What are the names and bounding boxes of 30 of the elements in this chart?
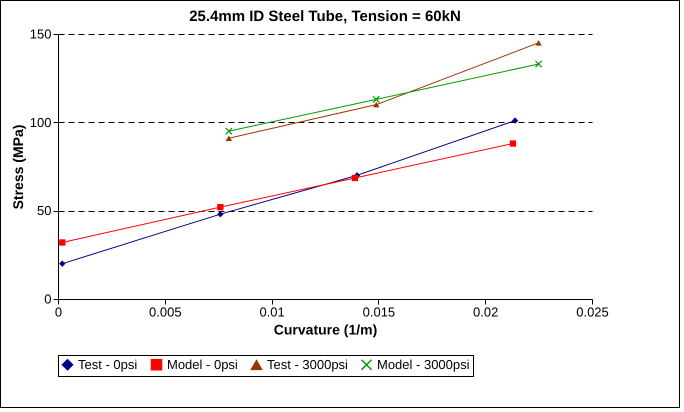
point: [373, 102, 380, 108]
legend-label: Test - 0psi: [78, 356, 138, 372]
point: [372, 96, 380, 104]
point: [59, 260, 66, 267]
point: [217, 204, 224, 210]
point: [510, 140, 516, 147]
x-tick-label: 0: [54, 304, 62, 320]
point: [352, 174, 358, 182]
point: [534, 60, 542, 68]
point: [512, 117, 518, 124]
x-axis-title: Curvature (1/m): [274, 322, 378, 338]
y-tick-label: 150: [30, 26, 52, 42]
x-tick-label: 0.02: [473, 304, 498, 320]
y-tick-label: 100: [30, 114, 52, 130]
point: [225, 127, 233, 135]
legend-label: Model - 0psi: [167, 356, 238, 372]
x-tick-label: 0.01: [259, 304, 285, 320]
point: [59, 239, 66, 246]
point: [217, 211, 224, 218]
y-tick-label: 0: [44, 292, 52, 306]
x-tick-label: 0.025: [576, 304, 609, 320]
legend-label: Test - 3000psi: [267, 357, 348, 372]
point: [535, 40, 542, 46]
chart-title: 25.4mm ID Steel Tube, Tension = 60kN: [189, 8, 461, 25]
y-tick-label: 50: [37, 203, 52, 218]
x-tick-label: 0.005: [149, 304, 182, 320]
x-tick-label: 0.015: [362, 304, 396, 320]
point: [226, 135, 232, 141]
legend-label: Model - 3000psi: [377, 356, 470, 372]
y-axis-title: Stress (MPa): [10, 124, 26, 210]
